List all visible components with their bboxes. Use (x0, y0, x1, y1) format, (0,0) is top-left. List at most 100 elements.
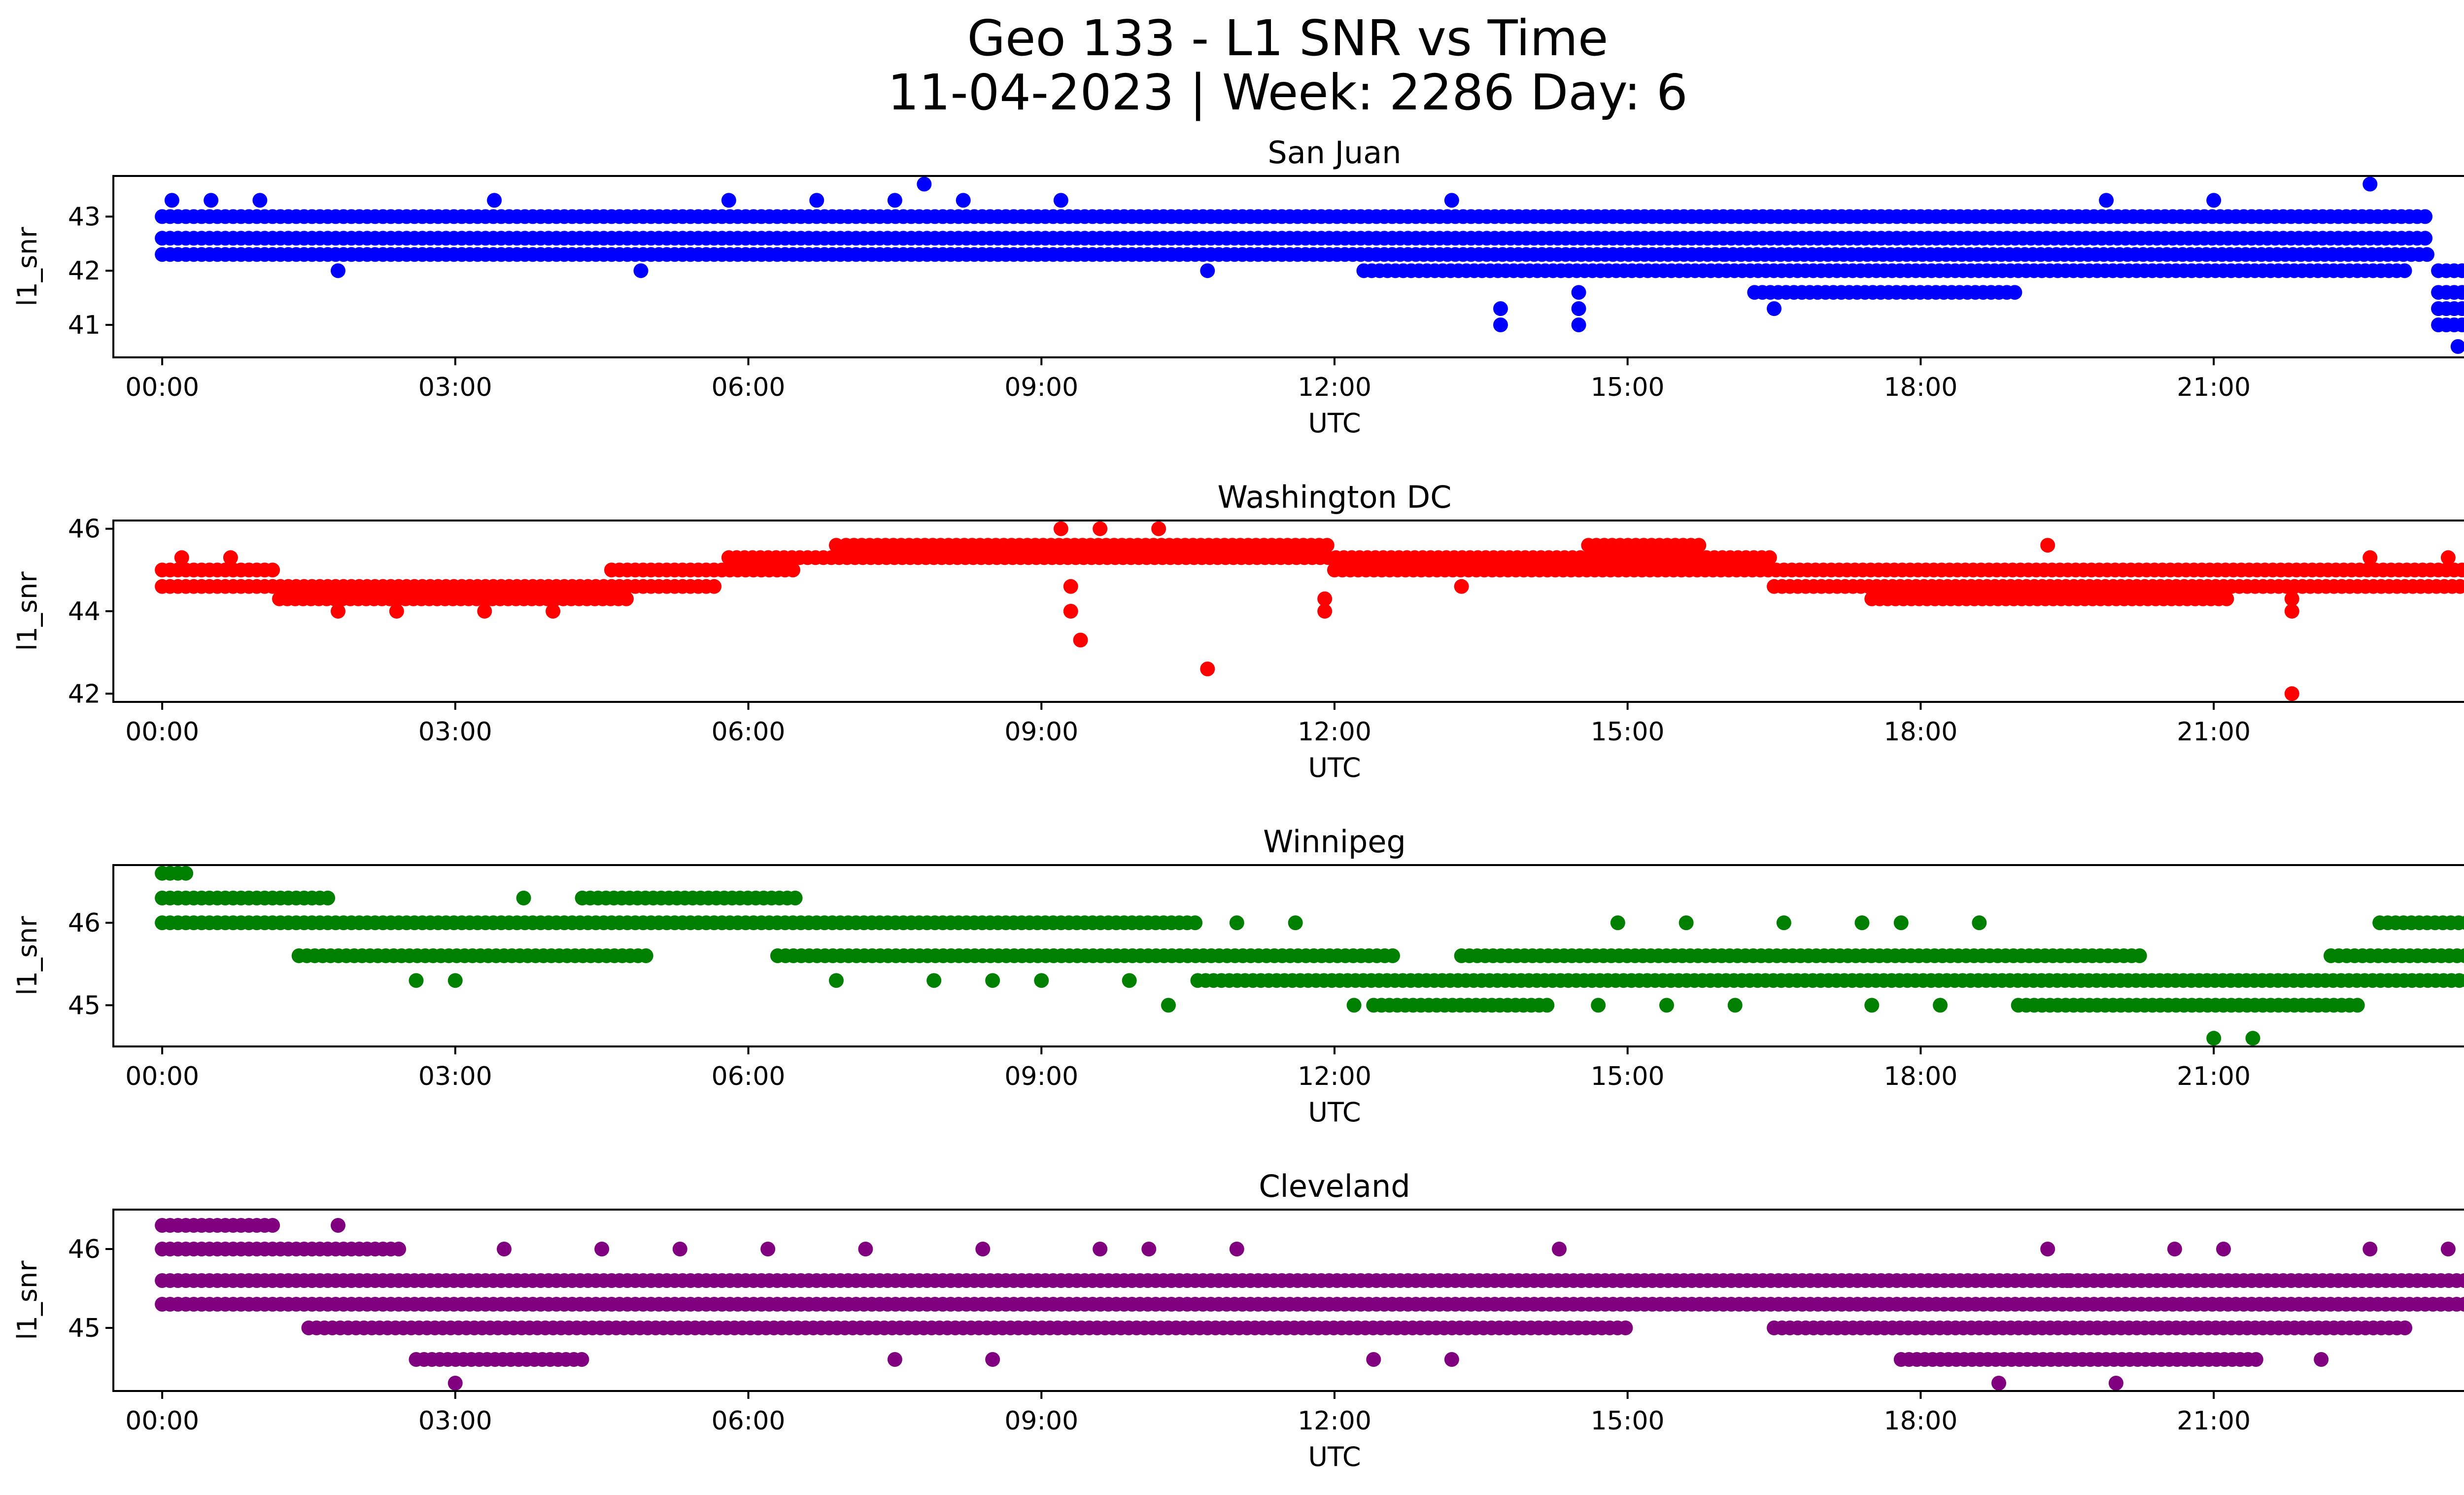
data-point (2132, 948, 2147, 963)
x-axis-label: UTC (1308, 1097, 1361, 1128)
data-point (2455, 317, 2464, 333)
y-tick-label: 42 (68, 679, 101, 709)
subplot-winnipeg: Winnipeg 00:00 03:00 06:00 09:00 12:00 15:00 18… (12, 824, 2464, 1128)
outlier-point (1034, 973, 1049, 988)
outlier-point (1767, 301, 1782, 316)
outlier-point (487, 193, 502, 208)
data-point (2460, 973, 2464, 987)
data-point (2420, 247, 2434, 262)
outlier-point (926, 973, 942, 988)
outlier-point (594, 1242, 610, 1256)
data-point (1188, 915, 1203, 931)
point-band-4-1 (1767, 1321, 2413, 1335)
outlier-point (1073, 632, 1088, 648)
point-band-3-0 (155, 1297, 2464, 1312)
point-band-4-0 (301, 1321, 1633, 1335)
subplot-title: San Juan (1267, 135, 1401, 171)
x-tick-label: 18:00 (1884, 717, 1958, 747)
subplot-title: Cleveland (1259, 1168, 1410, 1204)
data-point (2459, 916, 2464, 930)
data-point (178, 866, 194, 881)
point-band-5-0 (1366, 998, 1555, 1013)
point-band-0-0 (155, 866, 194, 881)
x-tick-label: 00:00 (125, 1406, 199, 1436)
outlier-point (1493, 301, 1508, 316)
x-tick-label: 21:00 (2177, 373, 2251, 402)
outlier-point (1229, 915, 1244, 931)
outlier-point (1991, 1376, 2006, 1391)
x-tick-label: 00:00 (125, 373, 199, 402)
outlier-point (2362, 550, 2378, 565)
y-axis-label: l1_snr (12, 1260, 43, 1340)
outlier-point (1444, 193, 1459, 208)
x-tick-label: 21:00 (2177, 1406, 2251, 1436)
data-point (787, 890, 803, 905)
outlier-point (1229, 1242, 1244, 1256)
y-tick-label: 42 (68, 256, 101, 286)
x-tick-label: 18:00 (1884, 1062, 1958, 1091)
outlier-point (447, 973, 463, 988)
outlier-point (174, 550, 189, 565)
data-point (786, 562, 800, 578)
outlier-point (1093, 1242, 1108, 1256)
outlier-point (1678, 915, 1694, 931)
outlier-point (985, 1352, 1000, 1367)
data-point (2007, 285, 2022, 300)
x-tick-label: 03:00 (418, 1062, 492, 1091)
x-tick-label: 15:00 (1591, 1406, 1665, 1436)
outlier-point (546, 604, 561, 619)
x-tick-label: 15:00 (1591, 1062, 1665, 1091)
outlier-point (516, 890, 531, 905)
outlier-point (477, 604, 492, 619)
outlier-point (1317, 591, 1333, 606)
x-tick-label: 06:00 (712, 717, 786, 747)
outlier-point (1063, 604, 1078, 619)
point-band-6-0 (2431, 285, 2464, 300)
outlier-point (2284, 591, 2299, 606)
data-point (2455, 263, 2464, 278)
data-point (707, 579, 722, 594)
subplot-san-juan: San Juan 00:00 03:00 06:00 09:00 12:00 15:00 18… (12, 135, 2464, 439)
x-tick-label: 09:00 (1004, 1062, 1078, 1091)
point-band-3-3 (2324, 948, 2464, 963)
outlier-point (1053, 193, 1068, 208)
outlier-point (1542, 209, 1557, 224)
outlier-point (1610, 915, 1625, 931)
point-band-3-2 (1454, 948, 2147, 963)
outlier-point (917, 176, 932, 192)
outlier-point (1493, 317, 1508, 333)
outlier-point (2284, 686, 2299, 701)
outlier-point (2440, 1242, 2456, 1256)
data-point (2455, 285, 2464, 300)
outlier-point (1864, 998, 1880, 1013)
outlier-point (1571, 317, 1586, 333)
data-point (2397, 1321, 2413, 1335)
x-tick-label: 12:00 (1298, 1406, 1371, 1436)
point-band-3-0 (291, 948, 653, 963)
data-point (2463, 288, 2464, 297)
data-point (2455, 301, 2464, 316)
outlier-point (672, 1242, 687, 1256)
data-point (2248, 1352, 2263, 1367)
outlier-point (331, 1218, 345, 1233)
point-band-1-0 (155, 579, 722, 594)
data-point (1691, 538, 1707, 553)
point-band-4-0 (838, 538, 1335, 553)
point-band-3-0 (721, 550, 1777, 565)
outlier-point (1053, 521, 1068, 536)
x-tick-label: 12:00 (1298, 717, 1371, 747)
outlier-point (409, 973, 424, 988)
x-axis-label: UTC (1308, 752, 1361, 783)
outlier-point (1659, 998, 1674, 1013)
x-tick-label: 09:00 (1004, 1406, 1078, 1436)
outlier-point (809, 193, 824, 208)
point-band-1-0 (155, 231, 2433, 246)
x-tick-label: 12:00 (1298, 1062, 1371, 1091)
point-band-1-1 (1767, 579, 2464, 594)
outlier-point (1093, 521, 1108, 536)
x-tick-label: 15:00 (1591, 373, 1665, 402)
data-point (1385, 948, 1400, 963)
outlier-point (2040, 1242, 2055, 1256)
point-band-2-0 (155, 247, 1731, 262)
